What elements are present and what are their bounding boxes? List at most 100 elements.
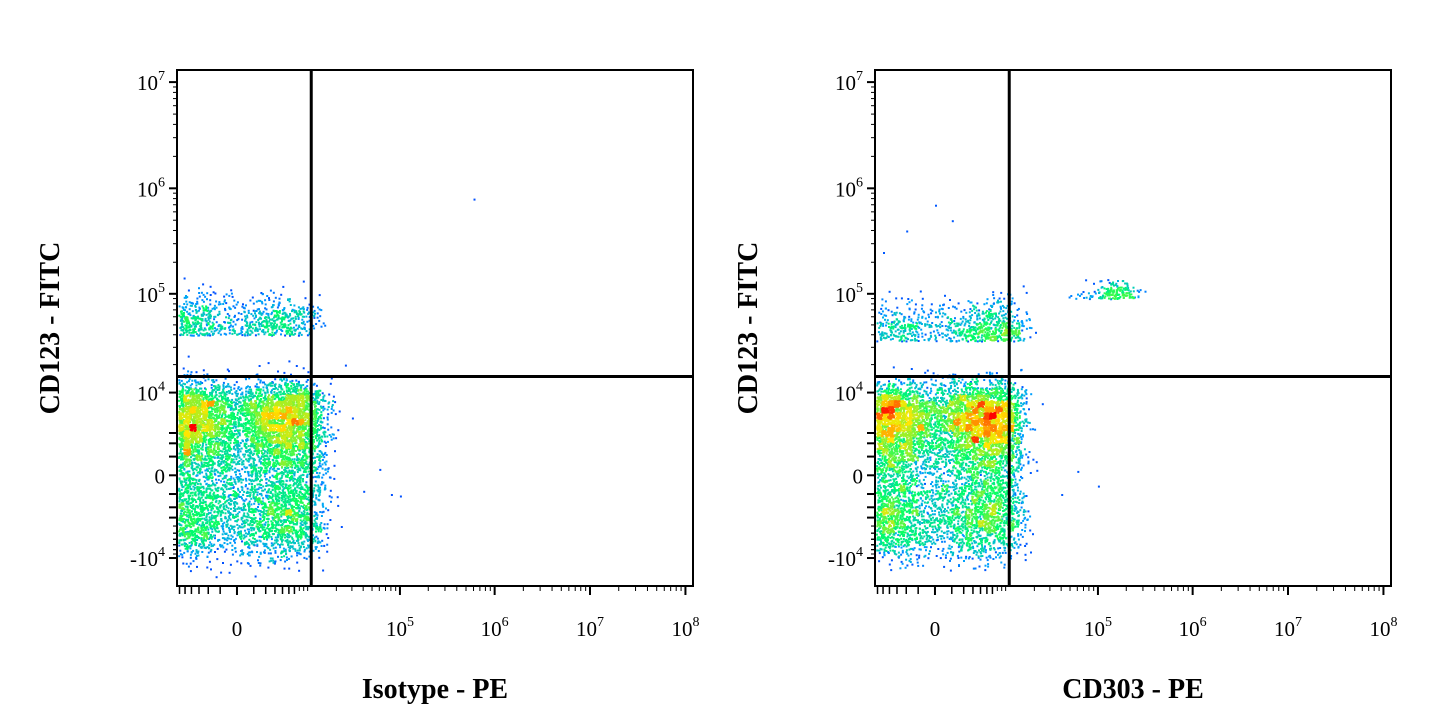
data-point: [205, 398, 208, 401]
data-point: [209, 518, 212, 521]
data-point: [322, 406, 325, 409]
data-point: [247, 523, 250, 526]
data-point: [300, 531, 303, 534]
data-point: [262, 459, 265, 462]
data-point: [196, 505, 198, 507]
data-point: [249, 474, 252, 477]
data-point: [249, 564, 252, 567]
data-point: [312, 436, 315, 438]
data-point: [305, 481, 308, 484]
data-point: [210, 464, 213, 467]
data-point: [317, 484, 320, 487]
data-point: [228, 483, 231, 486]
data-point: [228, 416, 230, 419]
data-point: [197, 381, 199, 384]
data-point: [199, 444, 202, 447]
data-point: [242, 399, 245, 402]
data-point: [285, 332, 288, 335]
data-point: [243, 534, 246, 537]
data-point: [274, 445, 277, 448]
data-point: [220, 517, 223, 520]
data-point: [285, 379, 288, 382]
data-point: [314, 429, 317, 431]
data-point: [319, 465, 322, 468]
data-point: [250, 330, 253, 333]
data-point: [259, 493, 261, 495]
data-point: [334, 413, 337, 416]
data-point: [254, 500, 257, 503]
data-point: [210, 473, 213, 476]
data-point: [265, 326, 268, 329]
data-point: [245, 422, 248, 425]
data-point: [241, 326, 244, 328]
data-point: [233, 401, 235, 404]
data-point: [246, 322, 248, 325]
data-point: [283, 397, 286, 400]
data-point: [227, 405, 230, 408]
data-point: [250, 480, 253, 483]
data-point: [190, 304, 193, 307]
data-point: [199, 332, 202, 335]
data-point: [199, 508, 202, 511]
data-point: [215, 436, 218, 439]
data-point: [281, 494, 283, 497]
data-point: [247, 542, 250, 545]
data-point: [267, 536, 270, 539]
data-point: [236, 462, 239, 465]
data-point: [182, 562, 185, 565]
data-point: [196, 445, 199, 448]
data-point: [240, 327, 243, 330]
data-point: [314, 312, 316, 315]
data-point: [255, 388, 258, 391]
data-point: [277, 316, 280, 319]
data-point: [247, 309, 250, 312]
data-point: [280, 378, 283, 381]
data-point: [222, 456, 225, 459]
data-point: [182, 403, 185, 406]
data-point: [312, 476, 315, 479]
data-point: [226, 523, 229, 526]
data-point: [236, 507, 239, 510]
data-point: [250, 471, 253, 474]
data-point: [226, 543, 229, 546]
data-point: [303, 469, 306, 472]
data-point: [238, 507, 241, 510]
data-point: [283, 494, 285, 497]
data-point: [233, 528, 235, 531]
data-point: [234, 416, 237, 418]
data-point: [261, 436, 264, 439]
data-point: [206, 513, 208, 516]
data-point: [239, 442, 242, 444]
data-point: [291, 497, 294, 500]
data-point: [299, 527, 302, 530]
data-point: [248, 524, 251, 527]
data-point: [276, 455, 279, 458]
data-point: [234, 314, 236, 317]
data-point: [290, 490, 293, 493]
data-point: [274, 508, 277, 511]
data-point: [236, 478, 239, 481]
data-point: [183, 545, 186, 547]
data-point: [214, 496, 216, 499]
data-point: [211, 501, 214, 504]
data-point: [202, 543, 205, 546]
data-point: [251, 445, 254, 448]
data-point: [266, 534, 269, 537]
data-point: [278, 497, 281, 500]
data-point: [300, 327, 303, 330]
data-point: [316, 425, 319, 427]
data-point: [185, 513, 188, 516]
data-point: [224, 413, 227, 416]
data-point: [208, 395, 211, 398]
data-point: [254, 510, 257, 513]
data-point: [324, 435, 326, 438]
data-point: [265, 308, 268, 311]
data-point: [300, 545, 302, 548]
data-point: [178, 469, 181, 472]
data-point: [209, 512, 212, 514]
data-point: [318, 526, 321, 529]
data-point: [181, 556, 184, 559]
data-point: [325, 460, 328, 463]
data-point: [304, 492, 307, 495]
data-point: [213, 511, 216, 514]
